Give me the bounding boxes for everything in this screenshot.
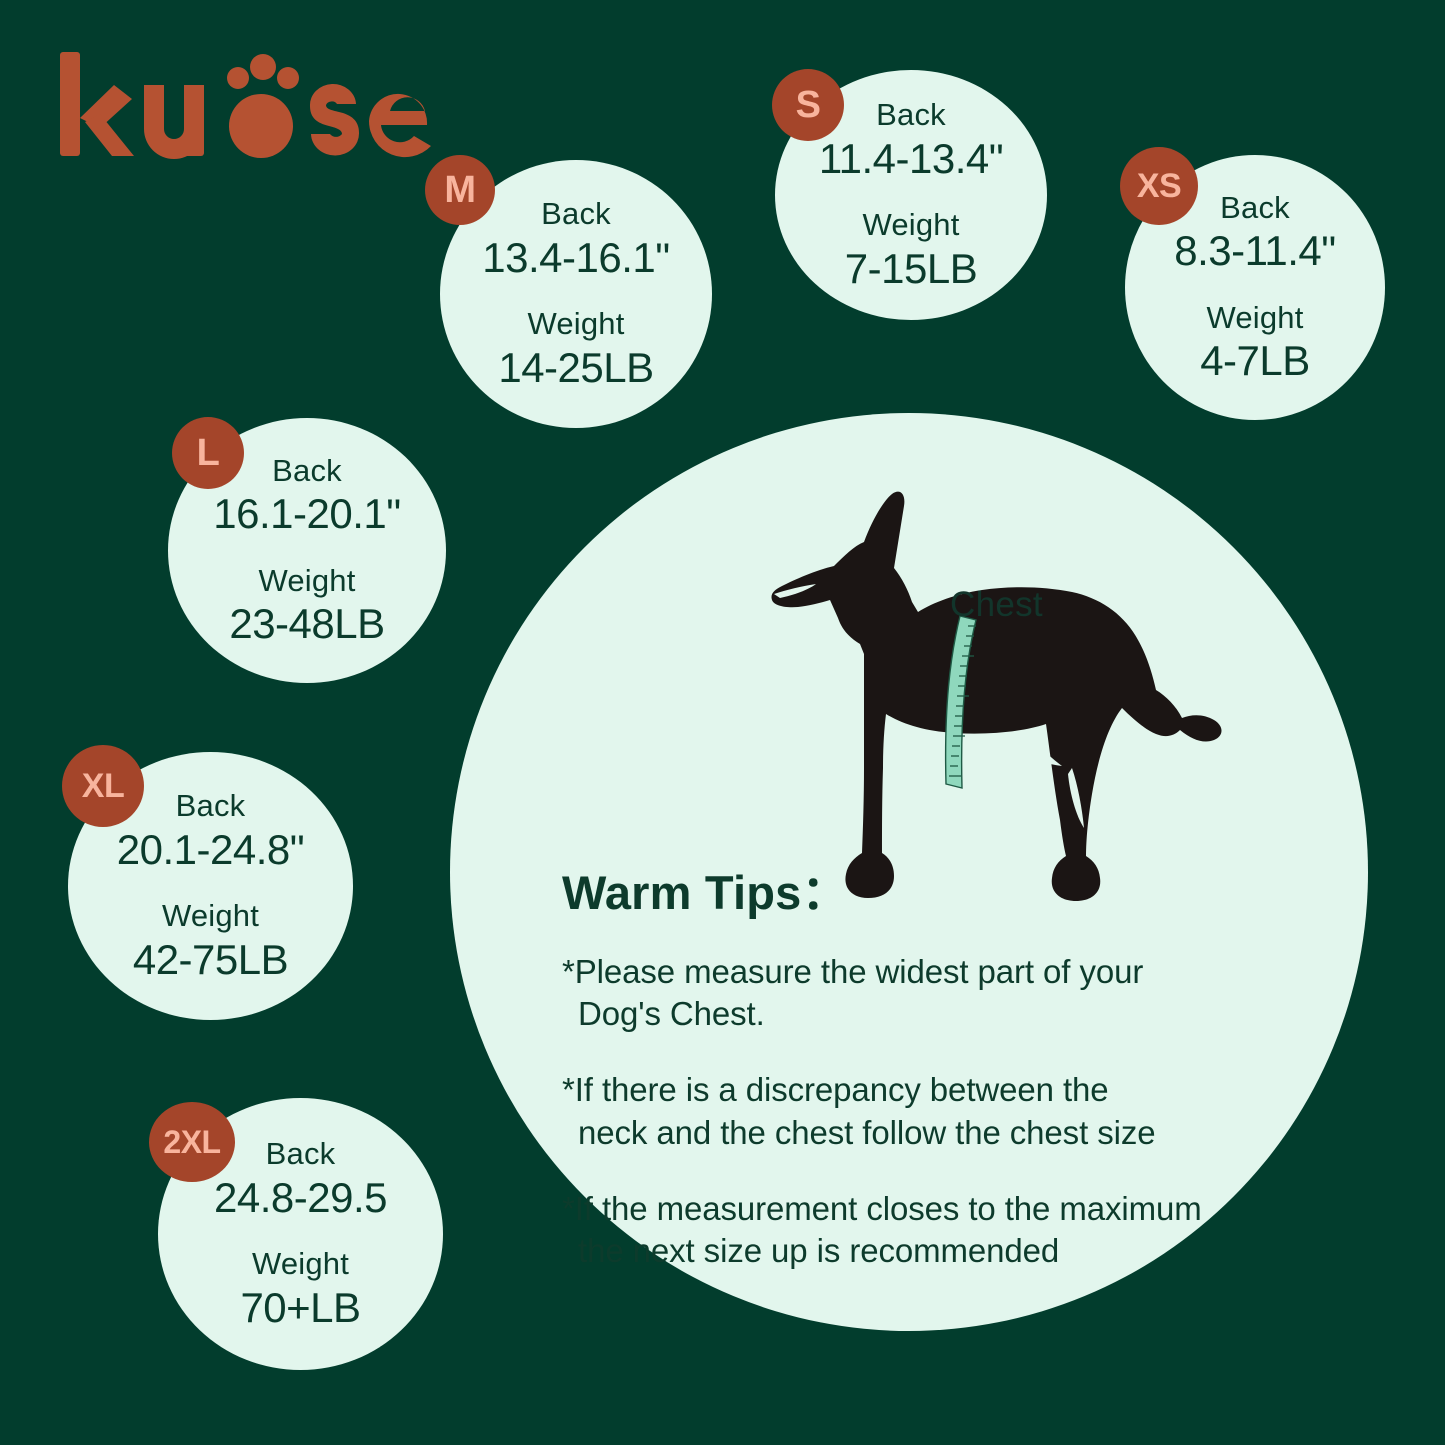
weight-value: 4-7LB <box>1200 337 1310 385</box>
back-label: Back <box>175 788 246 824</box>
weight-label: Weight <box>862 207 960 242</box>
warm-tips-block: Warm Tips： *Please measure the widest pa… <box>562 854 1292 1272</box>
size-badge-label: M <box>444 168 476 211</box>
back-label: Back <box>541 196 611 232</box>
weight-value: 42-75LB <box>132 935 289 983</box>
size-badge-label: L <box>196 431 220 474</box>
main-info-circle <box>450 413 1368 1331</box>
back-label: Back <box>272 452 342 488</box>
size-badge-xs[interactable]: XS <box>1120 147 1198 225</box>
kuoser-wordmark-icon <box>60 52 431 159</box>
back-label: Back <box>1220 189 1290 225</box>
back-label: Back <box>876 97 946 133</box>
weight-label: Weight <box>258 562 356 598</box>
size-badge-xl[interactable]: XL <box>62 745 144 827</box>
weight-label: Weight <box>161 898 260 933</box>
weight-value: 14-25LB <box>498 343 654 391</box>
size-badge-label: XS <box>1136 166 1182 205</box>
weight-label: Weight <box>251 1246 350 1281</box>
size-badge-2xl[interactable]: 2XL <box>149 1102 235 1182</box>
weight-value: 70+LB <box>240 1283 361 1331</box>
dog-silhouette-icon <box>771 491 1222 901</box>
warm-tip-3: *If the measurement closes to the maximu… <box>562 1189 1202 1270</box>
measuring-tape-icon <box>944 615 977 789</box>
back-value: 16.1-20.1" <box>213 490 401 538</box>
size-badge-label: XL <box>81 766 125 805</box>
back-value: 8.3-11.4" <box>1174 227 1336 275</box>
size-badge-s[interactable]: S <box>772 69 844 141</box>
warm-tip-2: *If there is a discrepancy between the n… <box>562 1071 1156 1151</box>
dog-diagram <box>742 468 1252 938</box>
back-label: Back <box>265 1136 336 1172</box>
chest-label: Chest <box>950 585 1043 624</box>
warm-tip-1: *Please measure the widest part of your … <box>562 953 1144 1033</box>
warm-tips-heading: Warm Tips： <box>562 866 849 919</box>
weight-label: Weight <box>527 306 625 341</box>
back-value: 20.1-24.8" <box>116 825 305 873</box>
brand-logo <box>52 52 432 162</box>
back-value: 11.4-13.4" <box>818 134 1004 182</box>
size-badge-m[interactable]: M <box>425 155 495 225</box>
weight-label: Weight <box>1206 299 1304 335</box>
size-bubble-m[interactable]: Back 13.4-16.1" Weight 14-25LB <box>440 160 712 428</box>
weight-value: 7-15LB <box>844 244 978 292</box>
back-value: 13.4-16.1" <box>482 233 670 281</box>
size-badge-label: S <box>795 83 821 126</box>
weight-value: 23-48LB <box>229 600 385 648</box>
size-bubble-s[interactable]: Back 11.4-13.4" Weight 7-15LB <box>775 70 1047 320</box>
back-value: 24.8-29.5 <box>214 1173 387 1221</box>
size-badge-label: 2XL <box>163 1123 221 1160</box>
size-badge-l[interactable]: L <box>172 417 244 489</box>
